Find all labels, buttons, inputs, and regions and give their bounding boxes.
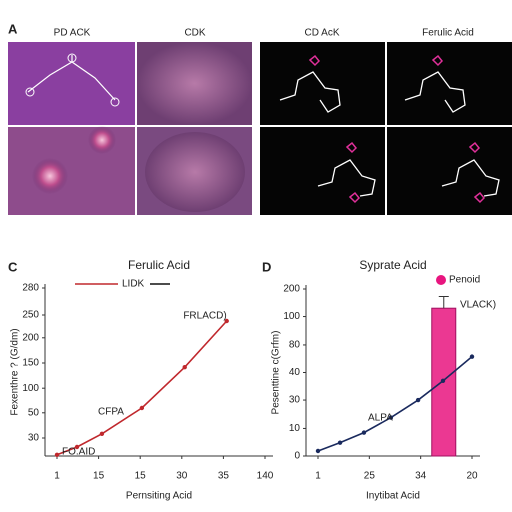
- y-tick-label: 30: [28, 433, 40, 444]
- x-tick-label: 1: [315, 471, 321, 482]
- y-tick-label: 40: [289, 367, 301, 378]
- annotation: FRLACD): [183, 311, 226, 322]
- x-axis-label: Inytibat Acid: [366, 491, 420, 502]
- y-axis-label: Pesenttine c(Grfm): [271, 331, 282, 415]
- micrographs: [8, 42, 512, 215]
- y-tick-label: 0: [294, 451, 300, 462]
- chart-title: Syprate Acid: [359, 258, 426, 272]
- panel-label: D: [262, 259, 271, 274]
- point: [469, 354, 475, 359]
- point: [224, 318, 229, 324]
- legend-label: Penoid: [449, 275, 480, 286]
- point: [54, 452, 60, 457]
- y-tick-label: 280: [22, 283, 39, 294]
- y-axis-label: Fexenthre ? (G/dm): [10, 328, 21, 415]
- point: [388, 415, 394, 420]
- annotation: VLACK): [460, 300, 496, 311]
- legend-swatch: [436, 275, 446, 285]
- image-label: CD AcK: [304, 28, 339, 39]
- y-tick-label: 200: [22, 332, 39, 343]
- x-tick-label: 15: [135, 471, 147, 482]
- x-tick-label: 20: [466, 471, 478, 482]
- y-tick-label: 100: [22, 383, 39, 394]
- x-axis-label: Pernsiting Acid: [126, 491, 192, 502]
- x-tick-label: 35: [218, 471, 230, 482]
- y-tick-label: 10: [289, 423, 301, 434]
- point: [182, 365, 187, 370]
- x-tick-label: 30: [176, 471, 188, 482]
- y-tick-label: 100: [283, 311, 300, 322]
- panel-label: A: [8, 21, 18, 36]
- error-bar: [438, 296, 449, 309]
- x-tick-label: 1: [54, 471, 60, 482]
- legend-label: LIDK: [122, 279, 145, 290]
- point: [315, 448, 321, 454]
- x-tick-label: 25: [364, 471, 376, 482]
- x-tick-label: 140: [257, 471, 274, 482]
- x-tick-label: 15: [93, 471, 105, 482]
- point: [99, 431, 105, 436]
- point: [361, 430, 367, 435]
- annotation: ALPA: [368, 413, 393, 424]
- image-label: Ferulic Acid: [422, 28, 474, 39]
- annotation: FO.AID: [62, 447, 95, 458]
- point: [74, 444, 80, 450]
- y-tick-label: 250: [22, 310, 39, 321]
- image-label: CDK: [184, 28, 205, 39]
- x-tick-label: 34: [415, 471, 427, 482]
- line: [56, 320, 228, 456]
- point: [415, 397, 421, 403]
- y-tick-label: 30: [289, 395, 301, 406]
- y-tick-label: 150: [22, 358, 39, 369]
- y-tick-label: 80: [289, 340, 301, 351]
- point: [139, 405, 145, 411]
- panel-label: C: [8, 259, 18, 274]
- annotation: CFPA: [98, 407, 124, 418]
- point: [337, 440, 343, 445]
- y-tick-label: 50: [28, 407, 40, 418]
- image-label: PD ACK: [54, 28, 91, 39]
- point: [440, 378, 446, 384]
- y-tick-label: 200: [283, 284, 300, 295]
- chart-title: Ferulic Acid: [128, 258, 190, 272]
